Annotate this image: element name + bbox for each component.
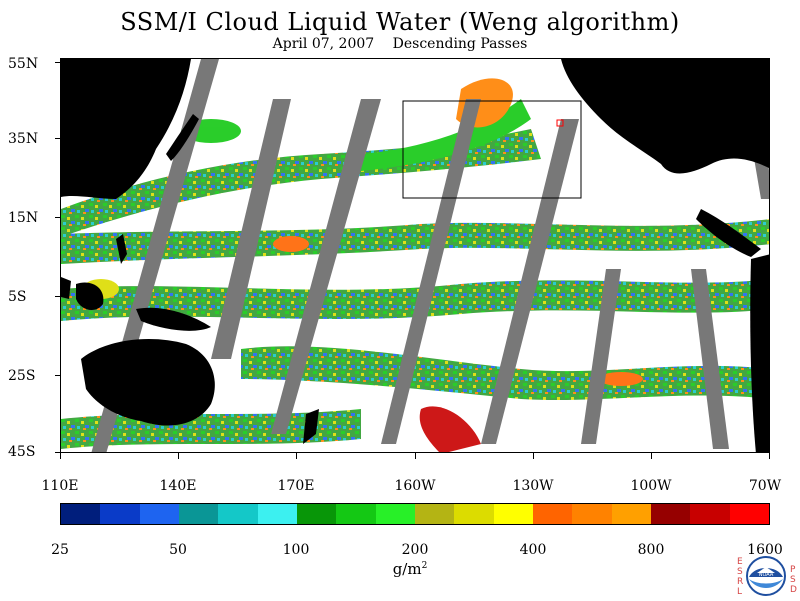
colorbar-swatch-15 [650,504,691,524]
lat-label-45s: 45S [8,444,36,460]
colorbar-swatch-6 [296,504,337,524]
landmass-japan [166,114,199,161]
colorbar-swatch-9 [414,504,455,524]
swath-gap-4 [381,99,481,444]
colorbar-swatch-10 [454,504,494,524]
cloud-cell-2 [273,236,309,252]
lon-tick [651,453,652,459]
swath-gap-3 [271,99,381,434]
lon-label-110e: 110E [41,478,79,494]
map-title: SSM/I Cloud Liquid Water (Weng algorithm… [120,8,680,36]
colorbar-label-25: 25 [51,542,69,558]
lat-label-35n: 35N [8,131,39,147]
lon-label-170e: 170E [277,478,315,494]
lon-tick [415,453,416,459]
colorbar-swatch-7 [336,504,376,524]
landmass-philippines [116,234,127,264]
date-label: April 07, 2007 [272,36,375,52]
lon-label-160w: 160W [394,478,436,494]
colorbar-swatch-14 [611,504,651,524]
storm-system-south [419,406,481,452]
lon-label-130w: 130W [512,478,554,494]
colorbar-unit: g/m2 [370,560,450,578]
colorbar [60,503,770,525]
lat-tick [55,217,60,218]
colorbar-label-100: 100 [282,542,310,558]
swath-gap-6 [581,269,621,444]
lat-label-25s: 25S [8,368,36,384]
lat-tick [55,296,60,297]
colorbar-swatch-16 [690,504,730,524]
colorbar-swatch-3 [178,504,219,524]
landmass-borneo [76,282,104,311]
lat-label-55n: 55N [8,56,39,72]
lon-label-70w: 70W [748,478,782,494]
landmass-asia [61,59,191,199]
landmass-new-guinea [136,307,211,331]
landmass-new-zealand [303,409,319,444]
logo-letter: L [737,587,743,597]
region-box-northeast-pacific [402,100,582,199]
lat-tick [55,452,60,453]
colorbar-label-400: 400 [519,542,547,558]
colorbar-swatch-17 [729,504,769,524]
colorbar-swatch-8 [375,504,415,524]
colorbar-label-50: 50 [169,542,187,558]
colorbar-swatch-13 [572,504,612,524]
swath-gap-7 [691,269,729,449]
marker-red-square [556,119,564,127]
unit-exponent: 2 [421,561,428,571]
lat-tick [55,375,60,376]
lon-tick [533,453,534,459]
svg-text:NOAA: NOAA [759,572,774,578]
logo-letter: S [737,567,743,577]
lon-label-100w: 100W [630,478,672,494]
lon-label-140e: 140E [159,478,197,494]
map-subtitle: April 07, 2007 Descending Passes [0,36,800,52]
landmass-australia [81,339,215,426]
lat-label-5s: 5S [8,289,27,305]
landmass-south-america [750,254,769,452]
lat-tick [55,62,60,63]
colorbar-label-800: 800 [637,542,665,558]
colorbar-label-1600: 1600 [747,542,783,558]
logo-letter: P [790,565,796,575]
land [61,59,769,452]
unit-base: g/m [392,560,422,578]
colorbar-swatch-12 [532,504,573,524]
swath-gap-5 [481,119,579,444]
swath-gap-2 [211,99,291,359]
logo-letter: E [737,557,743,567]
colorbar-label-200: 200 [401,542,429,558]
logo-letter: D [790,585,797,595]
colorbar-swatch-5 [257,504,297,524]
colorbar-swatch-11 [493,504,533,524]
landmass-north-america [561,59,769,174]
logo-letter: S [790,575,796,585]
cloud-water-map [60,58,770,453]
lon-tick [769,453,770,459]
cloud-cell-3 [599,372,643,386]
colorbar-swatch-0 [61,504,101,524]
landmass-sumatra [61,277,71,299]
lat-tick [55,138,60,139]
lon-tick [296,453,297,459]
lat-label-15n: 15N [8,210,39,226]
logo-letter: R [737,577,744,587]
colorbar-swatch-1 [100,504,140,524]
colorbar-swatch-4 [218,504,258,524]
lon-tick [60,453,61,459]
pass-label: Descending Passes [392,36,528,52]
colorbar-swatch-2 [139,504,179,524]
landmass-central-america [696,209,761,257]
lon-tick [178,453,179,459]
noaa-logo: NOAA [735,555,797,597]
